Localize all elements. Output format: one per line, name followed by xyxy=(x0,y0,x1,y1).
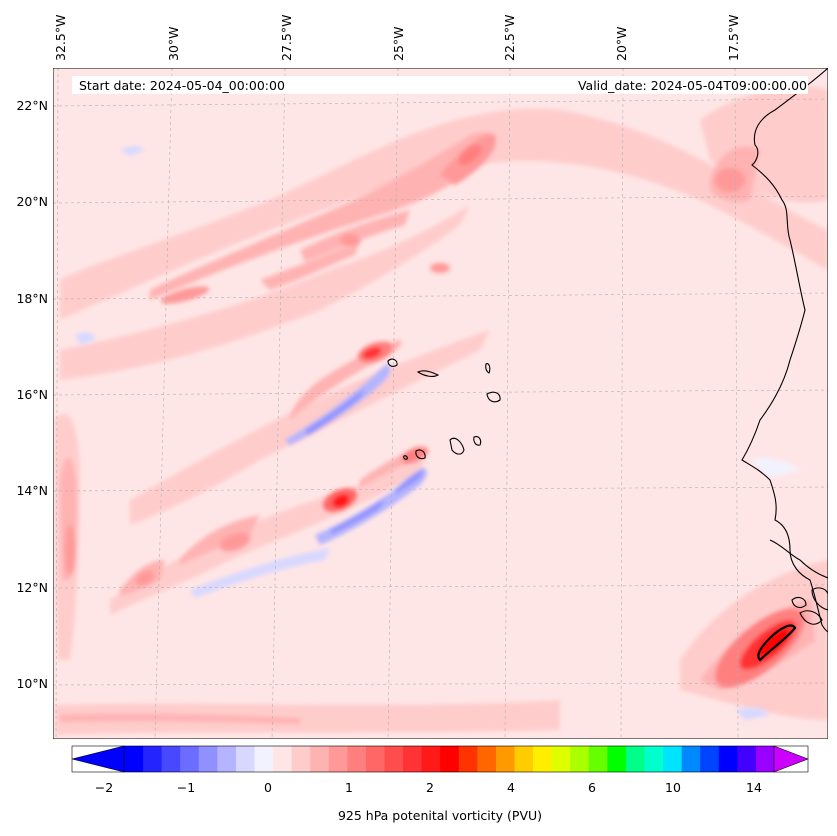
colorbar-swatch xyxy=(142,746,162,772)
colorbar-tick-label: 6 xyxy=(588,780,596,795)
colorbar-low-extend xyxy=(71,745,125,773)
colorbar-swatch xyxy=(718,746,738,772)
colorbar-swatch xyxy=(681,746,701,772)
colorbar-swatch xyxy=(216,746,236,772)
lon-label-17-5w: 17.5°W xyxy=(726,14,741,61)
pv-cores xyxy=(65,134,805,688)
colorbar-swatch xyxy=(458,746,478,772)
west-africa-islands xyxy=(791,596,807,609)
colorbar-tick-label: 4 xyxy=(507,780,515,795)
island-sal xyxy=(485,363,491,374)
coastline xyxy=(387,68,828,662)
colorbar-swatch xyxy=(402,746,422,772)
colorbar-swatch xyxy=(736,746,756,772)
colorbar-swatch xyxy=(291,746,311,772)
thick-contour xyxy=(757,624,797,662)
colorbar-swatch xyxy=(588,746,608,772)
africa-coast xyxy=(741,68,828,633)
colorbar-swatch xyxy=(514,746,534,772)
colorbar-swatch xyxy=(309,746,329,772)
colorbar-swatch xyxy=(421,746,441,772)
colorbar-swatch xyxy=(495,746,515,772)
pv-negative xyxy=(75,146,800,720)
island-sao-nicolau xyxy=(416,370,440,377)
colorbar-swatch xyxy=(532,746,552,772)
lat-label-20n: 20°N xyxy=(16,194,48,209)
map-panel xyxy=(53,68,828,739)
colorbar-tick-label: −1 xyxy=(176,780,196,795)
island-boa-vista xyxy=(486,391,501,403)
island-brava xyxy=(403,455,408,460)
colorbar-swatch xyxy=(644,746,664,772)
colorbar-swatch xyxy=(606,746,626,772)
lon-label-22-5w: 22.5°W xyxy=(502,14,517,61)
start-date-label: Start date: 2024-05-04_00:00:00 xyxy=(79,78,285,93)
colorbar-tick-label: −2 xyxy=(94,780,114,795)
colorbar-tick-label: 2 xyxy=(426,780,434,795)
lon-label-25w: 25°W xyxy=(391,26,406,61)
info-bar xyxy=(72,76,808,94)
colorbar-swatch xyxy=(551,746,571,772)
colorbar-tick-label: 10 xyxy=(665,780,681,795)
colorbar-swatch xyxy=(272,746,292,772)
colorbar-swatch xyxy=(346,746,366,772)
colorbar-swatch xyxy=(235,746,255,772)
lon-label-27-5w: 27.5°W xyxy=(279,14,294,61)
colorbar-swatch xyxy=(198,746,218,772)
lat-label-22n: 22°N xyxy=(16,98,48,113)
lat-label-10n: 10°N xyxy=(16,676,48,691)
island-santiago xyxy=(449,437,465,455)
colorbar-swatch xyxy=(439,746,459,772)
island-maio xyxy=(473,436,482,446)
colorbar-swatch xyxy=(384,746,404,772)
guinea-bissau-coast xyxy=(769,539,828,579)
colorbar-swatch xyxy=(365,746,385,772)
colorbar-swatch xyxy=(476,746,496,772)
island-fogo xyxy=(415,449,426,460)
colorbar-tick-label: 0 xyxy=(264,780,272,795)
colorbar-swatch xyxy=(569,746,589,772)
lat-label-16n: 16°N xyxy=(16,387,48,402)
lat-label-12n: 12°N xyxy=(16,580,48,595)
lon-label-20w: 20°W xyxy=(614,26,629,61)
lat-label-18n: 18°N xyxy=(16,291,48,306)
colorbar xyxy=(71,745,809,773)
colorbar-swatch xyxy=(179,746,199,772)
colorbar-swatch xyxy=(161,746,181,772)
lon-label-30w: 30°W xyxy=(166,26,181,61)
colorbar-swatch xyxy=(124,746,144,772)
colorbar-swatch xyxy=(625,746,645,772)
colorbar-title: 925 hPa potenital vorticity (PVU) xyxy=(337,808,543,823)
colorbar-high-extend xyxy=(773,745,809,773)
valid-date-label: Valid_date: 2024-05-04T09:00:00.00 xyxy=(577,78,807,93)
gridlines xyxy=(53,68,828,739)
colorbar-swatch xyxy=(755,746,775,772)
colorbar-tick-label: 1 xyxy=(345,780,353,795)
lat-label-14n: 14°N xyxy=(16,483,48,498)
island-santo-antao xyxy=(387,358,398,367)
colorbar-swatch xyxy=(328,746,348,772)
colorbar-swatch xyxy=(254,746,274,772)
colorbar-swatch xyxy=(662,746,682,772)
lon-label-32-5w: 32.5°W xyxy=(53,14,68,61)
colorbar-tick-label: 14 xyxy=(746,780,762,795)
colorbar-swatch xyxy=(699,746,719,772)
